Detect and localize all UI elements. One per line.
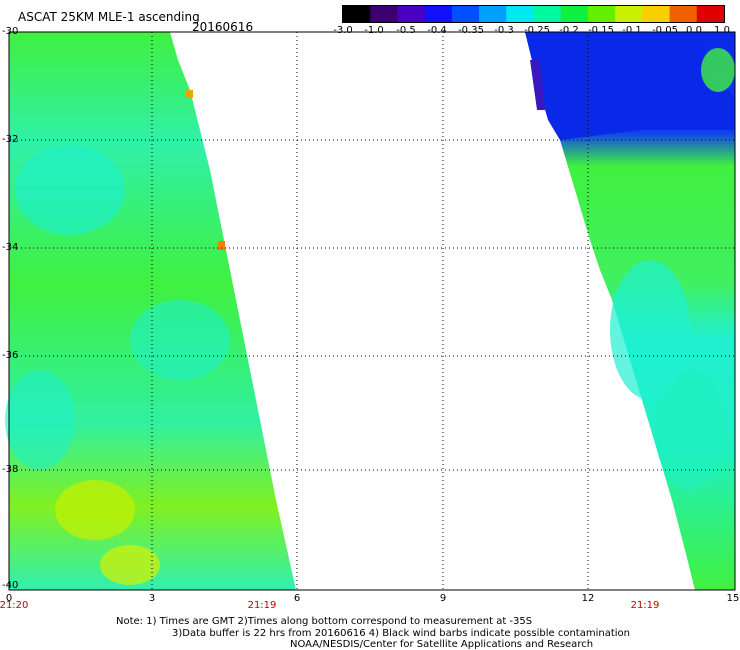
colorbar-gradient [343, 6, 725, 22]
colorbar-label: -0.3 [494, 25, 514, 36]
colorbar-segment [424, 6, 453, 22]
colorbar-segment [560, 6, 589, 22]
note-line: Note: 1) Times are GMT 2)Times along bot… [116, 616, 533, 627]
lon-label: 12 [581, 593, 595, 604]
colorbar-segment [479, 6, 507, 22]
lon-label: 6 [293, 593, 301, 604]
colorbar-label: -0.35 [458, 25, 484, 36]
colorbar-label: -0.4 [427, 25, 447, 36]
colorbar-segment [696, 6, 725, 22]
blue-region [525, 32, 735, 140]
lon-label: 15 [726, 593, 740, 604]
product-title: ASCAT 25KM MLE-1 ascending [18, 10, 200, 24]
time-label: 21:20 [0, 600, 29, 611]
colorbar-segment [615, 6, 643, 22]
orange-pixel [218, 241, 225, 250]
colorbar-label: -0.1 [622, 25, 642, 36]
map-frame [8, 31, 736, 591]
colorbar-label: -0.05 [652, 25, 678, 36]
product-date: 20160616 [192, 20, 254, 34]
credit-line: NOAA/NESDIS/Center for Satellite Applica… [290, 639, 594, 650]
colorbar-segment [397, 6, 426, 22]
purple-region [530, 60, 545, 110]
colorbar-label: -0.2 [559, 25, 579, 36]
yellow-patch [100, 545, 160, 585]
colorbar-label: -3.0 [333, 25, 353, 36]
time-label: 21:19 [247, 600, 277, 611]
colorbar-label: 1.0 [714, 25, 730, 36]
orange-pixel [186, 90, 193, 98]
lon-label: 9 [439, 593, 447, 604]
colorbar-label: 0.0 [686, 25, 702, 36]
colorbar-segment [451, 6, 480, 22]
time-label: 21:19 [630, 600, 660, 611]
colorbar-segment [506, 6, 534, 22]
lat-label: -40 [2, 580, 19, 591]
cyan-patch [610, 260, 690, 400]
lon-label: 3 [148, 593, 156, 604]
colorbar-segment [370, 6, 398, 22]
cyan-patch [5, 370, 75, 470]
colorbar-segment [669, 6, 698, 22]
colorbar-segment [642, 6, 671, 22]
cyan-patch [655, 370, 725, 490]
cyan-patch [15, 145, 125, 235]
lon-label: 0 [5, 593, 13, 604]
yellow-patch [55, 480, 135, 540]
lat-label: -34 [2, 242, 19, 253]
colorbar-label: -0.25 [524, 25, 550, 36]
note-line: 3)Data buffer is 22 hrs from 20160616 4)… [172, 628, 630, 639]
colorbar-label: -1.0 [364, 25, 384, 36]
lat-label: -36 [2, 350, 19, 361]
lat-label: -32 [2, 134, 19, 145]
green-patch [701, 48, 735, 92]
lat-label: -38 [2, 464, 19, 475]
colorbar [342, 5, 725, 23]
colorbar-segment [533, 6, 562, 22]
colorbar-label: -0.5 [396, 25, 416, 36]
cyan-patch [130, 300, 230, 380]
colorbar-segment [587, 6, 616, 22]
gridlines [9, 32, 735, 590]
colorbar-label: -0.15 [588, 25, 614, 36]
lat-label: -30 [2, 26, 19, 37]
colorbar-segment [343, 6, 371, 22]
